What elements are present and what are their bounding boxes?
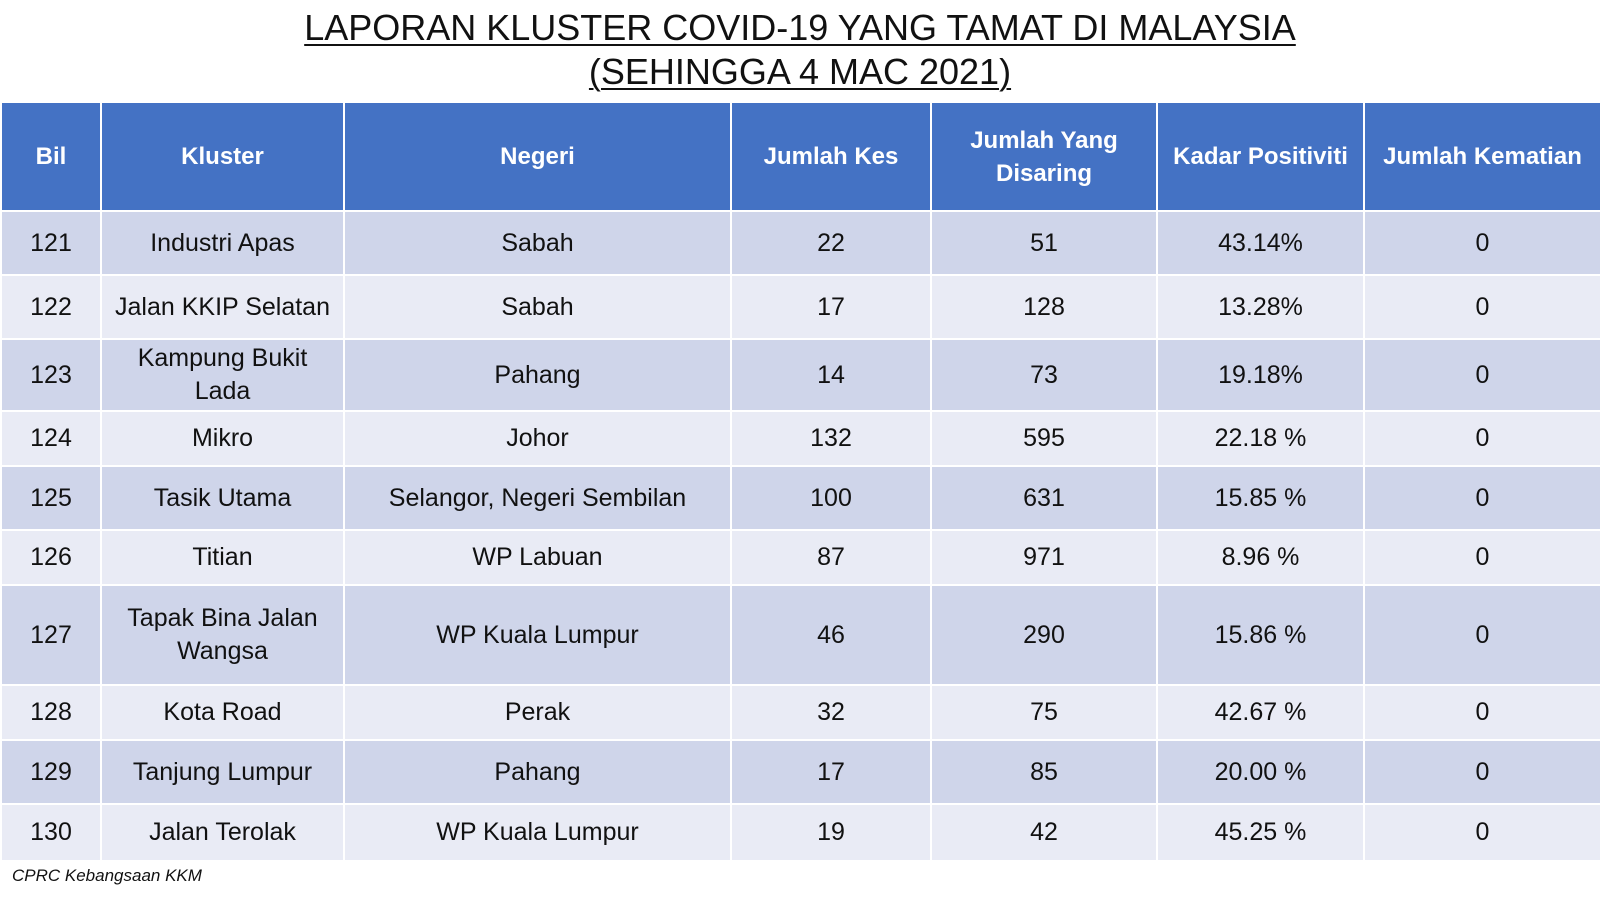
cell-kluster: Tapak Bina Jalan Wangsa: [100, 584, 345, 686]
title-line-2: (SEHINGGA 4 MAC 2021): [588, 51, 1012, 92]
table-row: 128 Kota Road Perak 32 75 42.67 % 0: [0, 684, 1600, 741]
cell-jumlah-kes: 22: [730, 210, 932, 276]
cell-jumlah-disaring: 73: [930, 338, 1158, 412]
cell-kluster: Kampung Bukit Lada: [100, 338, 345, 412]
cell-negeri: Sabah: [343, 210, 732, 276]
cell-jumlah-disaring: 290: [930, 584, 1158, 686]
cell-kadar-positiviti: 8.96 %: [1156, 529, 1365, 586]
cell-kluster: Mikro: [100, 410, 345, 467]
cell-negeri: Johor: [343, 410, 732, 467]
table-header-row: Bil Kluster Negeri Jumlah Kes Jumlah Yan…: [0, 101, 1600, 212]
cell-negeri: WP Kuala Lumpur: [343, 803, 732, 862]
cell-kluster: Industri Apas: [100, 210, 345, 276]
header-jumlah-disaring: Jumlah Yang Disaring: [930, 101, 1158, 212]
cell-jumlah-kes: 87: [730, 529, 932, 586]
cell-kluster: Tasik Utama: [100, 465, 345, 531]
cell-kadar-positiviti: 13.28%: [1156, 274, 1365, 340]
cell-kadar-positiviti: 20.00 %: [1156, 739, 1365, 805]
cell-kluster: Jalan KKIP Selatan: [100, 274, 345, 340]
table-row: 123 Kampung Bukit Lada Pahang 14 73 19.1…: [0, 338, 1600, 412]
cell-jumlah-disaring: 128: [930, 274, 1158, 340]
report-title: LAPORAN KLUSTER COVID-19 YANG TAMAT DI M…: [0, 6, 1600, 94]
cell-jumlah-kematian: 0: [1363, 210, 1600, 276]
cell-jumlah-kes: 17: [730, 739, 932, 805]
cell-bil: 121: [0, 210, 102, 276]
cell-jumlah-kematian: 0: [1363, 410, 1600, 467]
title-line-1: LAPORAN KLUSTER COVID-19 YANG TAMAT DI M…: [304, 7, 1296, 48]
cell-jumlah-kematian: 0: [1363, 803, 1600, 862]
cell-jumlah-kes: 17: [730, 274, 932, 340]
cell-jumlah-disaring: 631: [930, 465, 1158, 531]
cell-jumlah-kes: 100: [730, 465, 932, 531]
cell-negeri: WP Labuan: [343, 529, 732, 586]
cell-jumlah-kes: 132: [730, 410, 932, 467]
cell-jumlah-disaring: 42: [930, 803, 1158, 862]
cell-kadar-positiviti: 15.85 %: [1156, 465, 1365, 531]
table-row: 122 Jalan KKIP Selatan Sabah 17 128 13.2…: [0, 274, 1600, 340]
table-row: 127 Tapak Bina Jalan Wangsa WP Kuala Lum…: [0, 584, 1600, 686]
cell-bil: 127: [0, 584, 102, 686]
cell-jumlah-kematian: 0: [1363, 274, 1600, 340]
header-negeri: Negeri: [343, 101, 732, 212]
table-row: 121 Industri Apas Sabah 22 51 43.14% 0: [0, 210, 1600, 276]
cell-bil: 125: [0, 465, 102, 531]
table-row: 130 Jalan Terolak WP Kuala Lumpur 19 42 …: [0, 803, 1600, 862]
cell-jumlah-kes: 46: [730, 584, 932, 686]
cell-kadar-positiviti: 45.25 %: [1156, 803, 1365, 862]
cell-negeri: Perak: [343, 684, 732, 741]
cell-bil: 130: [0, 803, 102, 862]
header-kluster: Kluster: [100, 101, 345, 212]
table-row: 126 Titian WP Labuan 87 971 8.96 % 0: [0, 529, 1600, 586]
cell-bil: 124: [0, 410, 102, 467]
cell-bil: 122: [0, 274, 102, 340]
header-bil: Bil: [0, 101, 102, 212]
cell-negeri: WP Kuala Lumpur: [343, 584, 732, 686]
cluster-table: Bil Kluster Negeri Jumlah Kes Jumlah Yan…: [0, 101, 1600, 862]
cell-jumlah-kes: 32: [730, 684, 932, 741]
cell-jumlah-kematian: 0: [1363, 465, 1600, 531]
cell-bil: 123: [0, 338, 102, 412]
cell-jumlah-kes: 14: [730, 338, 932, 412]
cell-jumlah-kematian: 0: [1363, 584, 1600, 686]
cell-jumlah-kematian: 0: [1363, 338, 1600, 412]
source-footer: CPRC Kebangsaan KKM: [12, 866, 202, 885]
header-jumlah-kes: Jumlah Kes: [730, 101, 932, 212]
cell-kluster: Tanjung Lumpur: [100, 739, 345, 805]
cell-jumlah-disaring: 971: [930, 529, 1158, 586]
cell-bil: 129: [0, 739, 102, 805]
cell-jumlah-disaring: 85: [930, 739, 1158, 805]
cell-negeri: Pahang: [343, 338, 732, 412]
cell-jumlah-disaring: 51: [930, 210, 1158, 276]
cell-jumlah-kematian: 0: [1363, 684, 1600, 741]
table-row: 129 Tanjung Lumpur Pahang 17 85 20.00 % …: [0, 739, 1600, 805]
table-row: 125 Tasik Utama Selangor, Negeri Sembila…: [0, 465, 1600, 531]
cell-jumlah-kematian: 0: [1363, 739, 1600, 805]
cell-jumlah-kematian: 0: [1363, 529, 1600, 586]
cell-jumlah-disaring: 75: [930, 684, 1158, 741]
cell-negeri: Sabah: [343, 274, 732, 340]
cell-negeri: Pahang: [343, 739, 732, 805]
header-jumlah-kematian: Jumlah Kematian: [1363, 101, 1600, 212]
cell-kluster: Jalan Terolak: [100, 803, 345, 862]
cell-kluster: Kota Road: [100, 684, 345, 741]
cell-kadar-positiviti: 43.14%: [1156, 210, 1365, 276]
cell-kluster: Titian: [100, 529, 345, 586]
cell-kadar-positiviti: 22.18 %: [1156, 410, 1365, 467]
cell-kadar-positiviti: 42.67 %: [1156, 684, 1365, 741]
cell-jumlah-disaring: 595: [930, 410, 1158, 467]
cell-kadar-positiviti: 15.86 %: [1156, 584, 1365, 686]
cell-jumlah-kes: 19: [730, 803, 932, 862]
cell-kadar-positiviti: 19.18%: [1156, 338, 1365, 412]
cell-bil: 128: [0, 684, 102, 741]
cell-negeri: Selangor, Negeri Sembilan: [343, 465, 732, 531]
table-row: 124 Mikro Johor 132 595 22.18 % 0: [0, 410, 1600, 467]
header-kadar-positiviti: Kadar Positiviti: [1156, 101, 1365, 212]
cell-bil: 126: [0, 529, 102, 586]
